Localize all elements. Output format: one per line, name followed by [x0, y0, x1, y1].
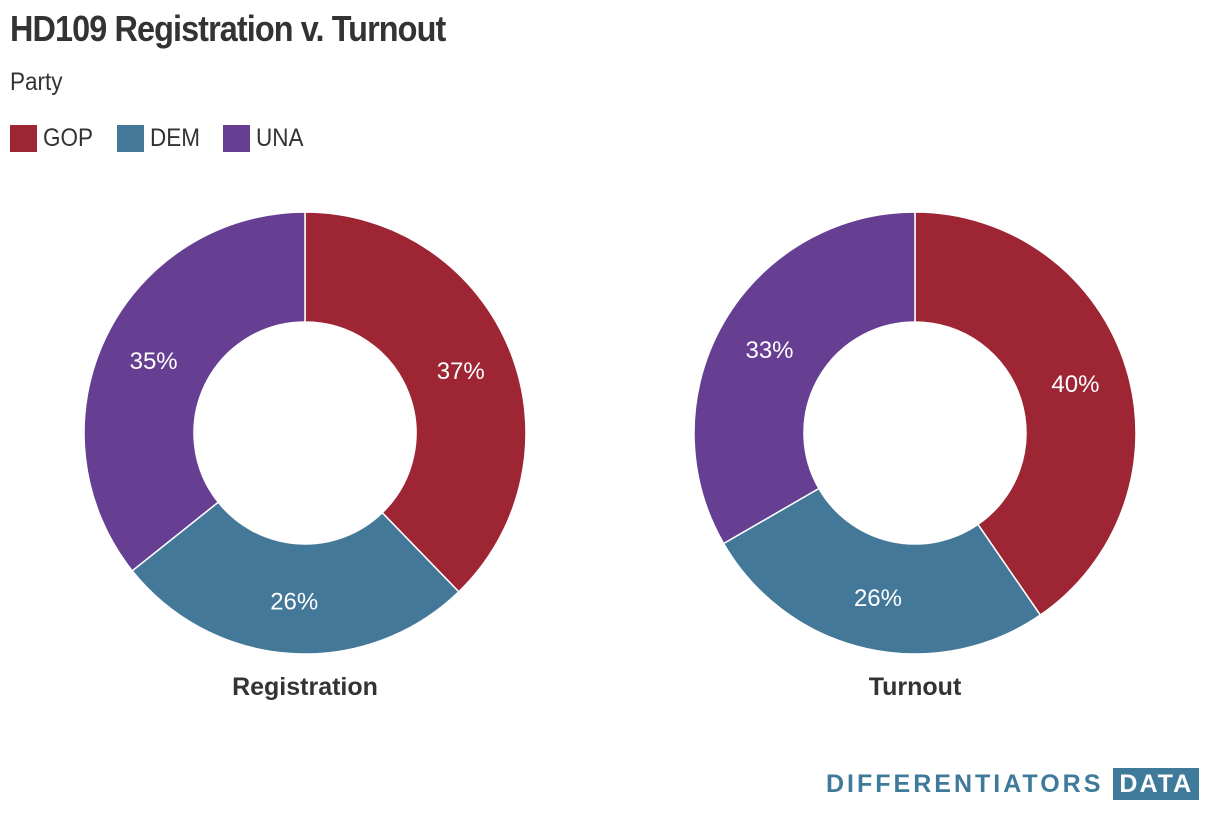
legend-item-dem: DEM [116, 124, 206, 153]
chart-title: HD109 Registration v. Turnout [10, 8, 446, 49]
legend-swatch-dem [116, 125, 144, 152]
slice-label-registration-gop: 37% [437, 358, 485, 385]
slice-turnout-gop [914, 211, 1137, 617]
brand-logo: DIFFERENTIATORS DATA [826, 768, 1200, 800]
chart-caption-turnout: Turnout [869, 673, 962, 701]
legend-label-gop: GOP [43, 124, 94, 152]
chart-subtitle: Party [10, 68, 63, 96]
slice-label-turnout-una: 33% [745, 337, 793, 364]
legend-swatch-una [223, 125, 251, 152]
donut-registration: 37% 26% 35% [83, 211, 527, 655]
brand-data-box: DATA [1113, 768, 1200, 800]
legend-item-una: UNA [223, 124, 309, 153]
slice-turnout-una [693, 211, 916, 545]
legend-label-una: UNA [256, 124, 304, 152]
slice-turnout-dem [722, 487, 1042, 655]
legend-label-dem: DEM [149, 124, 200, 152]
slice-label-turnout-gop: 40% [1051, 371, 1099, 398]
slice-registration-una [83, 211, 306, 572]
donut-turnout: 40% 26% 33% [693, 211, 1137, 655]
slice-label-registration-dem: 26% [270, 589, 318, 616]
slice-registration-dem [131, 501, 460, 655]
legend: GOP DEM UNA [10, 124, 327, 153]
brand-wordmark: DIFFERENTIATORS [826, 769, 1104, 798]
slice-label-registration-una: 35% [130, 348, 178, 375]
slice-label-turnout-dem: 26% [854, 585, 902, 612]
slice-registration-gop [304, 211, 527, 593]
chart-caption-registration: Registration [232, 673, 378, 701]
legend-item-gop: GOP [10, 124, 99, 153]
legend-swatch-gop [10, 125, 37, 152]
